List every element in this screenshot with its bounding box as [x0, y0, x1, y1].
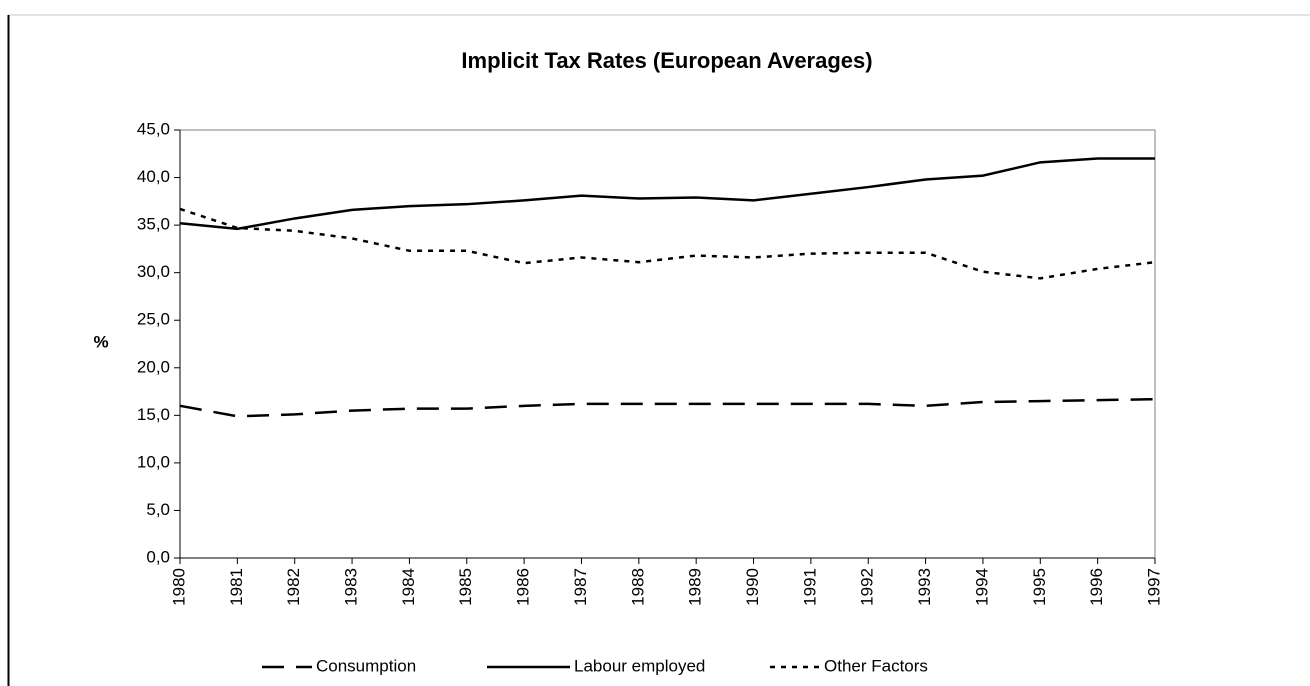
y-tick-label: 25,0 — [137, 310, 170, 329]
x-tick-label: 1988 — [628, 568, 647, 606]
y-tick-label: 10,0 — [137, 452, 170, 471]
legend-label: Labour employed — [574, 656, 705, 675]
y-axis-label: % — [93, 332, 108, 351]
chart-title: Implicit Tax Rates (European Averages) — [461, 48, 872, 73]
x-tick-label: 1989 — [686, 568, 705, 606]
x-tick-label: 1982 — [284, 568, 303, 606]
legend-label: Other Factors — [824, 656, 928, 675]
y-tick-label: 30,0 — [137, 262, 170, 281]
x-tick-label: 1986 — [514, 568, 533, 606]
x-tick-label: 1981 — [227, 568, 246, 606]
x-tick-label: 1987 — [571, 568, 590, 606]
y-tick-label: 5,0 — [146, 500, 170, 519]
x-tick-label: 1985 — [456, 568, 475, 606]
y-tick-label: 45,0 — [137, 119, 170, 138]
series-line — [179, 157, 1155, 231]
y-tick-label: 35,0 — [137, 215, 170, 234]
series-line — [179, 397, 1156, 418]
x-tick-label: 1992 — [858, 568, 877, 606]
y-tick-label: 15,0 — [137, 405, 170, 424]
legend-label: Consumption — [316, 656, 416, 675]
series-line — [179, 207, 1156, 280]
x-tick-label: 1984 — [399, 568, 418, 606]
y-tick-label: 0,0 — [146, 547, 170, 566]
x-tick-label: 1994 — [972, 568, 991, 606]
x-tick-label: 1993 — [915, 568, 934, 606]
x-tick-label: 1991 — [800, 568, 819, 606]
plot-area — [179, 129, 1156, 559]
y-tick-label: 40,0 — [137, 167, 170, 186]
x-tick-label: 1980 — [169, 568, 188, 606]
y-tick-label: 20,0 — [137, 357, 170, 376]
x-tick-label: 1990 — [743, 568, 762, 606]
x-tick-label: 1995 — [1030, 568, 1049, 606]
x-tick-label: 1983 — [342, 568, 361, 606]
x-tick-label: 1997 — [1144, 568, 1163, 606]
x-tick-label: 1996 — [1087, 568, 1106, 606]
